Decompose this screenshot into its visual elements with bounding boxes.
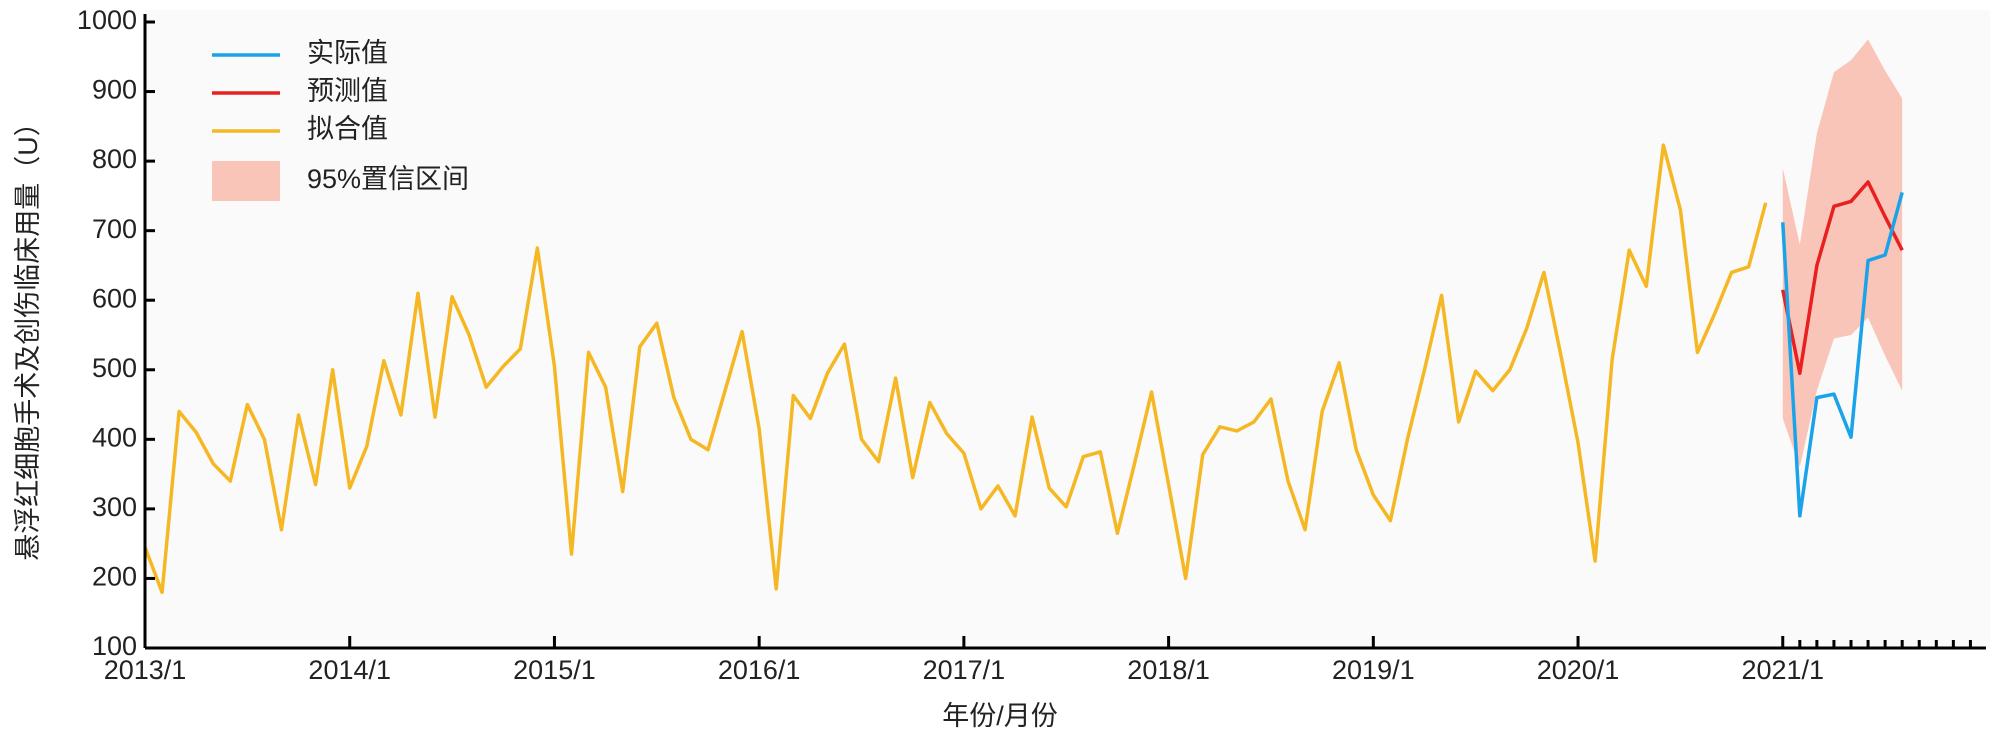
series-line	[1781, 191, 1904, 518]
legend-label: 拟合值	[307, 114, 388, 144]
x-tick-label: 2017/1	[923, 655, 1006, 685]
x-tick-label: 2016/1	[718, 655, 801, 685]
y-tick-label: 800	[92, 144, 137, 174]
x-tick-label: 2014/1	[308, 655, 391, 685]
x-tick-label: 2021/1	[1741, 655, 1824, 685]
y-tick-label: 400	[92, 422, 137, 452]
legend-label: 95%置信区间	[307, 164, 469, 194]
legend-label: 实际值	[307, 38, 388, 68]
y-tick-label: 500	[92, 353, 137, 383]
y-tick-label: 300	[92, 492, 137, 522]
series-line	[1781, 180, 1904, 376]
legend-label: 预测值	[307, 76, 388, 106]
plot-area	[145, 10, 1990, 648]
y-tick-label: 1000	[77, 5, 137, 35]
y-axis-label: 悬浮红细胞手术及创伤临床用量（U）	[13, 109, 43, 561]
x-axis-label: 年份/月份	[942, 701, 1058, 731]
y-tick-label: 100	[92, 631, 137, 661]
y-tick-label: 200	[92, 562, 137, 592]
confidence-band	[1782, 39, 1903, 468]
x-tick-label: 2013/1	[104, 655, 187, 685]
x-tick-label: 2019/1	[1332, 655, 1415, 685]
y-tick-label: 900	[92, 75, 137, 105]
x-tick-label: 2015/1	[513, 655, 596, 685]
series-line	[143, 143, 1768, 595]
x-tick-label: 2020/1	[1537, 655, 1620, 685]
legend-swatch	[212, 161, 280, 201]
y-tick-label: 600	[92, 283, 137, 313]
y-tick-label: 700	[92, 214, 137, 244]
x-tick-label: 2018/1	[1127, 655, 1210, 685]
